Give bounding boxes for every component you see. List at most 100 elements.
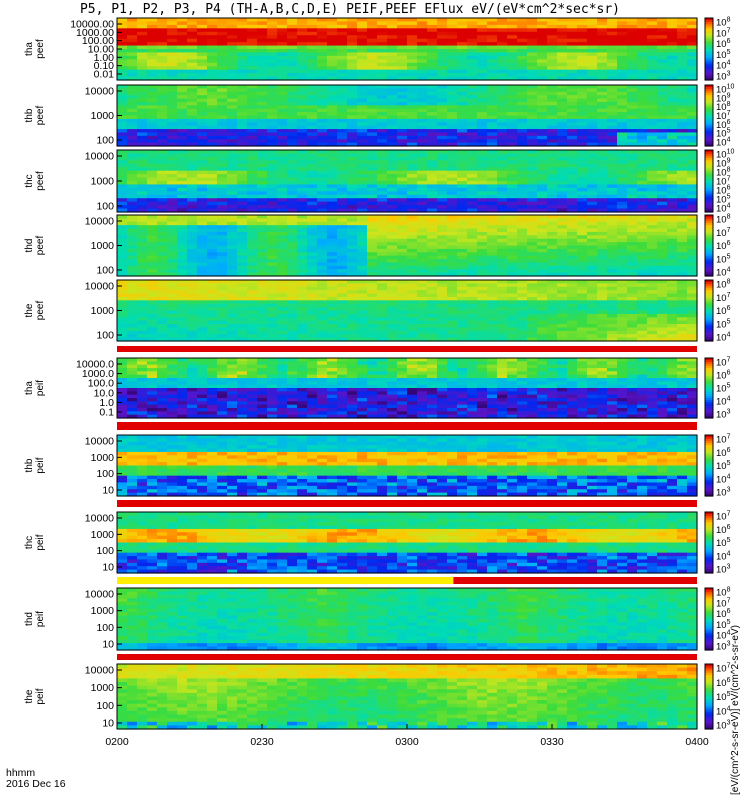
heatmap-cell [547, 265, 558, 270]
heatmap-cell [617, 163, 628, 168]
heatmap-cell [187, 24, 198, 29]
heatmap-cell [457, 215, 468, 219]
heatmap-cell [217, 150, 228, 155]
heatmap-cell [657, 108, 668, 113]
heatmap-cell [637, 242, 648, 247]
heatmap-cell [637, 135, 648, 140]
heatmap-cell [657, 49, 668, 54]
heatmap-cell [587, 201, 598, 206]
heatmap-cell [627, 150, 638, 155]
heatmap-cell [647, 24, 658, 29]
heatmap-cell [627, 303, 638, 308]
heatmap-cell [177, 129, 188, 134]
heatmap-cell [137, 272, 148, 277]
heatmap-cell [317, 55, 328, 60]
heatmap-cell [357, 194, 368, 199]
heatmap-cell [657, 118, 668, 123]
heatmap-cell [327, 76, 338, 81]
heatmap-cell [547, 122, 558, 127]
heatmap-cell [397, 181, 408, 186]
heatmap-cell [427, 286, 438, 291]
heatmap-cell [347, 125, 358, 130]
heatmap-cell [137, 218, 148, 223]
heatmap-cell [637, 69, 648, 74]
heatmap-cell [377, 170, 388, 175]
heatmap-cell [257, 91, 268, 96]
heatmap-cell [647, 31, 658, 36]
heatmap-cell [687, 272, 698, 277]
heatmap-cell [597, 118, 608, 123]
heatmap-cell [537, 313, 548, 318]
heatmap-cell [557, 150, 568, 155]
heatmap-cell [387, 122, 398, 127]
heatmap-cell [687, 163, 698, 168]
heatmap-cell [287, 139, 298, 144]
heatmap-cell [167, 45, 178, 50]
heatmap-cell [547, 38, 558, 43]
heatmap-cell [647, 160, 658, 165]
heatmap-cell [667, 91, 678, 96]
heatmap-cell [257, 76, 268, 81]
heatmap-cell [227, 184, 238, 189]
heatmap-cell [597, 129, 608, 134]
heatmap-cell [187, 208, 198, 213]
heatmap-cell [477, 242, 488, 247]
heatmap-cell [197, 35, 208, 40]
heatmap-cell [677, 55, 688, 60]
heatmap-cell [317, 286, 328, 291]
colorbar-segment [705, 24, 713, 27]
heatmap-cell [587, 225, 598, 230]
colorbar-segment [705, 103, 713, 106]
heatmap-cell [157, 45, 168, 50]
heatmap-cell [667, 73, 678, 78]
heatmap-cell [377, 98, 388, 103]
heatmap-cell [337, 42, 348, 47]
heatmap-cell [377, 24, 388, 29]
heatmap-cell [487, 115, 498, 120]
heatmap-cell [627, 66, 638, 71]
heatmap-cell [177, 198, 188, 203]
heatmap-cell [547, 208, 558, 213]
heatmap-cell [487, 101, 498, 106]
heatmap-cell [207, 153, 218, 158]
heatmap-cell [127, 150, 138, 155]
colorbar-segment [705, 123, 713, 127]
heatmap-cell [487, 221, 498, 226]
heatmap-cell [377, 150, 388, 155]
heatmap-cell [517, 31, 528, 36]
colorbar-tick-label: 104 [716, 60, 731, 72]
heatmap-cell [217, 303, 228, 308]
heatmap-cell [127, 125, 138, 130]
heatmap-cell [387, 153, 398, 158]
heatmap-cell [657, 163, 668, 168]
heatmap-cell [227, 215, 238, 219]
heatmap-cell [547, 177, 558, 182]
heatmap-cell [297, 286, 308, 291]
heatmap-cell [267, 66, 278, 71]
heatmap-cell [337, 135, 348, 140]
heatmap-cell [497, 252, 508, 257]
heatmap-cell [427, 259, 438, 264]
heatmap-cell [577, 187, 588, 192]
heatmap-cell [317, 221, 328, 226]
heatmap-cell [207, 265, 218, 270]
heatmap-cell [607, 293, 618, 298]
heatmap-cell [167, 62, 178, 67]
heatmap-cell [267, 198, 278, 203]
heatmap-cell [217, 194, 228, 199]
heatmap-cell [137, 300, 148, 305]
heatmap-cell [167, 238, 178, 243]
heatmap-cell [377, 283, 388, 288]
heatmap-cell [627, 76, 638, 81]
heatmap-cell [267, 259, 278, 264]
heatmap-cell [327, 108, 338, 113]
heatmap-cell [407, 125, 418, 130]
heatmap-cell [687, 201, 698, 206]
heatmap-cell [377, 194, 388, 199]
heatmap-cell [307, 167, 318, 172]
heatmap-cell [287, 160, 298, 165]
heatmap-cell [557, 38, 568, 43]
heatmap-cell [657, 181, 668, 186]
heatmap-cell [417, 88, 428, 93]
heatmap-cell [457, 296, 468, 301]
